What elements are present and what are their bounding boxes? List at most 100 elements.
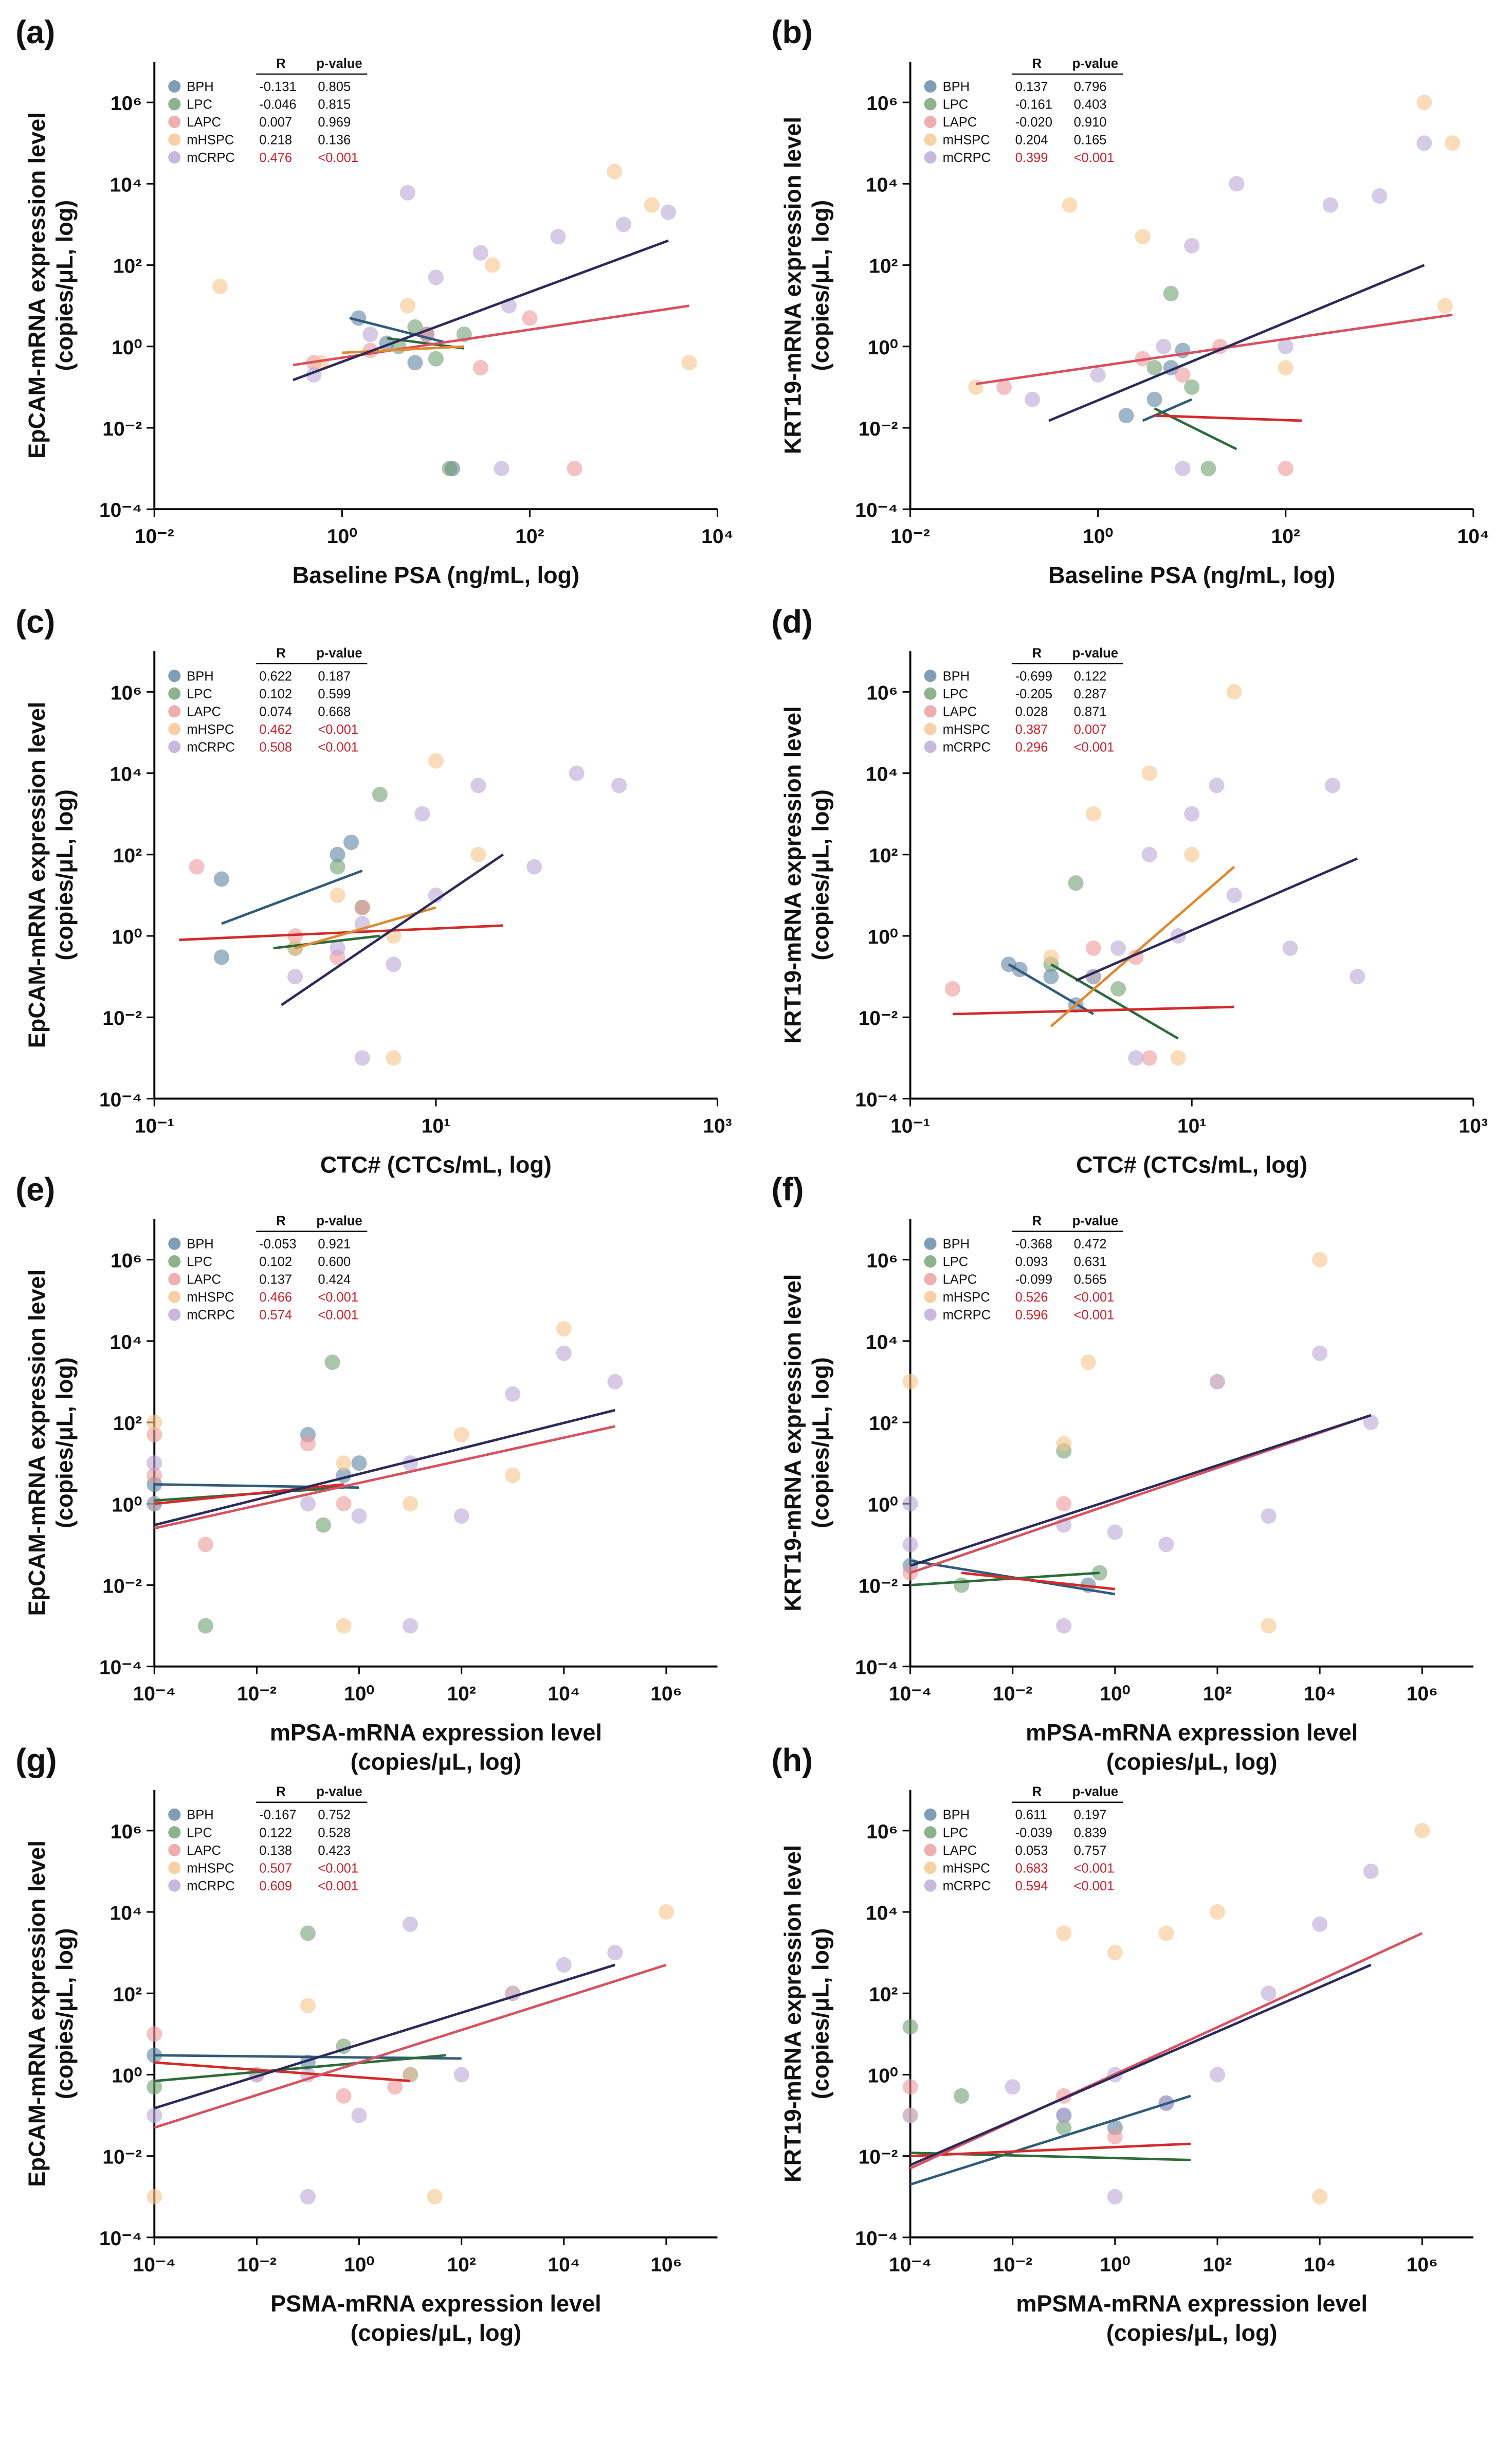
y-tick-label: 10⁰ bbox=[112, 926, 142, 948]
data-point bbox=[147, 1455, 162, 1471]
panel: (e)EpCAM-mRNA expression level (copies/μL… bbox=[15, 1171, 718, 1775]
y-tick-label: 10⁻² bbox=[859, 418, 898, 440]
data-point bbox=[902, 2019, 918, 2035]
stat-p: 0.472 bbox=[1074, 1237, 1107, 1252]
stat-r: 0.218 bbox=[259, 133, 292, 148]
fit-line bbox=[154, 1483, 344, 1505]
stat-p: 0.007 bbox=[1074, 723, 1107, 737]
data-point bbox=[213, 871, 229, 887]
stats-header: R bbox=[1032, 1785, 1042, 1799]
panel-label: (c) bbox=[15, 604, 55, 640]
data-point bbox=[1278, 461, 1294, 477]
stat-r: 0.093 bbox=[1015, 1255, 1048, 1269]
stat-p: 0.805 bbox=[318, 80, 351, 94]
stat-r: -0.699 bbox=[1015, 669, 1052, 683]
stat-p: 0.403 bbox=[1074, 98, 1107, 112]
fit-line bbox=[273, 934, 380, 950]
legend-label: LPC bbox=[943, 1255, 969, 1269]
y-tick-label: 10⁻⁴ bbox=[99, 1657, 142, 1679]
x-tick-label: 10² bbox=[515, 526, 544, 548]
data-point bbox=[1278, 360, 1294, 376]
data-point bbox=[1146, 360, 1162, 376]
data-point bbox=[403, 1618, 418, 1634]
x-tick-label: 10² bbox=[1203, 1683, 1232, 1705]
data-point bbox=[1322, 197, 1338, 213]
data-point bbox=[1068, 875, 1084, 891]
x-axis-label: Baseline PSA (ng/mL, log) bbox=[293, 562, 579, 588]
data-point bbox=[147, 2079, 162, 2095]
legend-label: LAPC bbox=[187, 705, 221, 719]
stat-p: <0.001 bbox=[318, 723, 358, 737]
y-tick-label: 10⁶ bbox=[111, 1821, 142, 1843]
y-axis-label: EpCAM-mRNA expression level (copies/μL, l… bbox=[24, 702, 78, 1049]
data-point bbox=[1261, 1985, 1277, 2001]
legend-label: mHSPC bbox=[187, 723, 234, 737]
data-point bbox=[1445, 135, 1461, 151]
stat-p: 0.287 bbox=[1074, 687, 1107, 701]
y-tick-label: 10² bbox=[113, 1413, 142, 1435]
fit-line bbox=[281, 853, 504, 1006]
data-point bbox=[1278, 338, 1294, 354]
legend-label: LAPC bbox=[943, 705, 977, 719]
data-point bbox=[1209, 2067, 1225, 2083]
y-tick-label: 10⁻² bbox=[102, 1007, 142, 1030]
stat-p: <0.001 bbox=[1074, 1861, 1115, 1875]
data-point bbox=[1128, 1050, 1144, 1066]
data-point bbox=[1184, 238, 1200, 254]
stat-p: <0.001 bbox=[318, 1879, 358, 1893]
data-point bbox=[428, 351, 444, 367]
data-point bbox=[1175, 461, 1191, 477]
y-tick-label: 10⁴ bbox=[866, 1902, 898, 1924]
data-point bbox=[407, 319, 423, 335]
data-point bbox=[902, 2107, 918, 2123]
x-tick-label: 10⁰ bbox=[1100, 2254, 1130, 2276]
data-point bbox=[1363, 1863, 1379, 1879]
stat-r: -0.020 bbox=[1015, 115, 1052, 130]
data-point bbox=[1135, 229, 1151, 245]
legend-marker bbox=[924, 1237, 937, 1250]
legend-label: mHSPC bbox=[943, 1861, 990, 1875]
stats-header: p-value bbox=[316, 646, 362, 660]
legend-marker bbox=[168, 1291, 181, 1304]
data-point bbox=[387, 2079, 403, 2095]
y-tick-label: 10² bbox=[113, 256, 142, 278]
y-axis-label: EpCAM-mRNA expression level (copies/μL, l… bbox=[24, 112, 78, 459]
y-tick-label: 10⁻⁴ bbox=[855, 1089, 898, 1111]
data-point bbox=[1282, 940, 1298, 956]
y-tick-label: 10⁶ bbox=[866, 1821, 898, 1843]
legend-label: LAPC bbox=[187, 115, 221, 130]
stat-r: 0.137 bbox=[259, 1273, 292, 1287]
stats-header: p-value bbox=[1072, 1785, 1118, 1799]
data-point bbox=[611, 778, 627, 793]
stat-p: 0.424 bbox=[318, 1273, 351, 1287]
x-tick-label: 10⁰ bbox=[344, 2254, 374, 2276]
y-tick-label: 10² bbox=[113, 845, 142, 867]
stat-r: -0.167 bbox=[259, 1808, 296, 1822]
data-point bbox=[1158, 1537, 1174, 1552]
data-point bbox=[1312, 1916, 1328, 1932]
data-point bbox=[1107, 2189, 1123, 2205]
data-point bbox=[944, 981, 960, 997]
y-tick-label: 10⁰ bbox=[112, 2065, 142, 2087]
x-tick-label: 10⁴ bbox=[1304, 1683, 1336, 1705]
legend-label: mCRPC bbox=[187, 1879, 235, 1893]
legend-label: BPH bbox=[943, 669, 970, 683]
y-axis-label-line: (copies/μL, log) bbox=[51, 1928, 78, 2100]
y-axis-label: EpCAM-mRNA expression level (copies/μL, l… bbox=[24, 1840, 78, 2187]
data-point bbox=[1226, 684, 1242, 700]
stat-r: 0.028 bbox=[1015, 705, 1048, 719]
stat-p: 0.423 bbox=[318, 1844, 351, 1858]
stat-r: 0.007 bbox=[259, 115, 292, 130]
panel-label: (g) bbox=[15, 1743, 57, 1779]
data-point bbox=[1372, 188, 1388, 204]
stat-r: -0.046 bbox=[259, 98, 296, 112]
data-point bbox=[330, 940, 345, 956]
data-point bbox=[1056, 2120, 1072, 2136]
legend-label: BPH bbox=[943, 1808, 970, 1822]
stat-p: 0.969 bbox=[318, 115, 351, 130]
data-point bbox=[681, 355, 697, 371]
y-tick-label: 10⁰ bbox=[868, 926, 898, 948]
stat-p: 0.599 bbox=[318, 687, 351, 701]
data-point bbox=[996, 379, 1012, 395]
stat-r: 0.138 bbox=[259, 1844, 292, 1858]
